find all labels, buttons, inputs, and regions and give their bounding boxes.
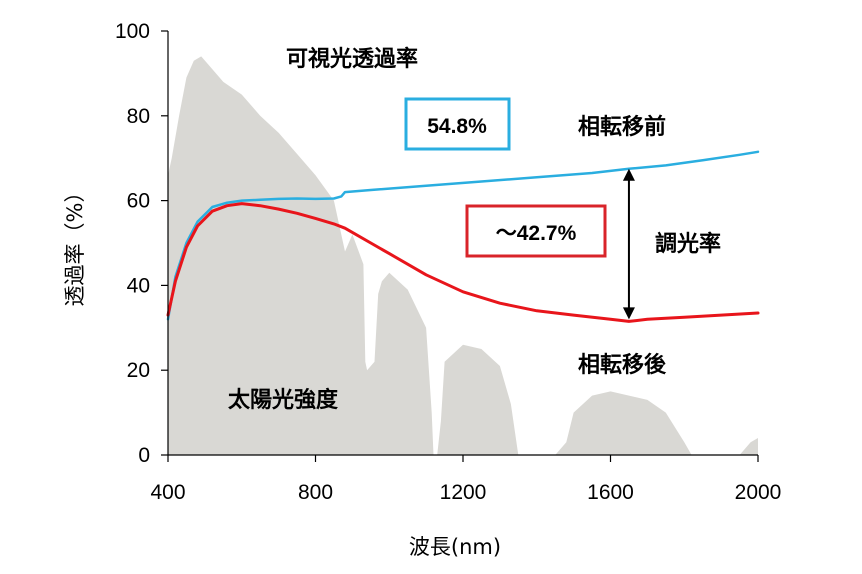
visible-value-box (404, 97, 511, 151)
x-tick-label: 1200 (440, 481, 487, 504)
x-tick-label: 400 (150, 481, 185, 504)
x-axis-title: 波長(nm) (409, 535, 501, 559)
y-tick-label: 60 (127, 190, 150, 213)
solar-intensity-label: 太陽光強度 (228, 387, 339, 413)
before-transition-label: 相転移前 (578, 114, 666, 140)
y-tick-label: 100 (115, 20, 150, 43)
visible-value-text: 54.8% (427, 115, 487, 138)
after-transition-label: 相転移後 (578, 352, 667, 378)
visible-transmittance-label: 可視光透過率 (286, 46, 418, 72)
modulation-value-text: ～42.7% (496, 222, 577, 245)
modulation-arrow-head-top (622, 168, 635, 181)
solar-intensity-area (168, 56, 758, 456)
y-tick-label: 0 (138, 444, 150, 467)
y-tick-label: 80 (127, 105, 150, 128)
x-tick-label: 2000 (735, 481, 782, 504)
x-tick-label: 1600 (587, 481, 634, 504)
y-tick-label: 40 (127, 274, 150, 297)
modulation-label: 調光率 (655, 231, 721, 257)
series-line-1 (166, 150, 760, 321)
plot-area: 0 20 40 60 80 100 400 800 1200 1600 2000 (115, 20, 781, 504)
x-tick-label: 800 (298, 481, 333, 504)
modulation-arrow-head-bottom (622, 307, 635, 320)
modulation-value-box (465, 204, 607, 258)
y-axis-title: 透過率（%） (63, 182, 87, 307)
series-line-2 (166, 202, 760, 323)
y-tick-label: 20 (127, 359, 150, 382)
